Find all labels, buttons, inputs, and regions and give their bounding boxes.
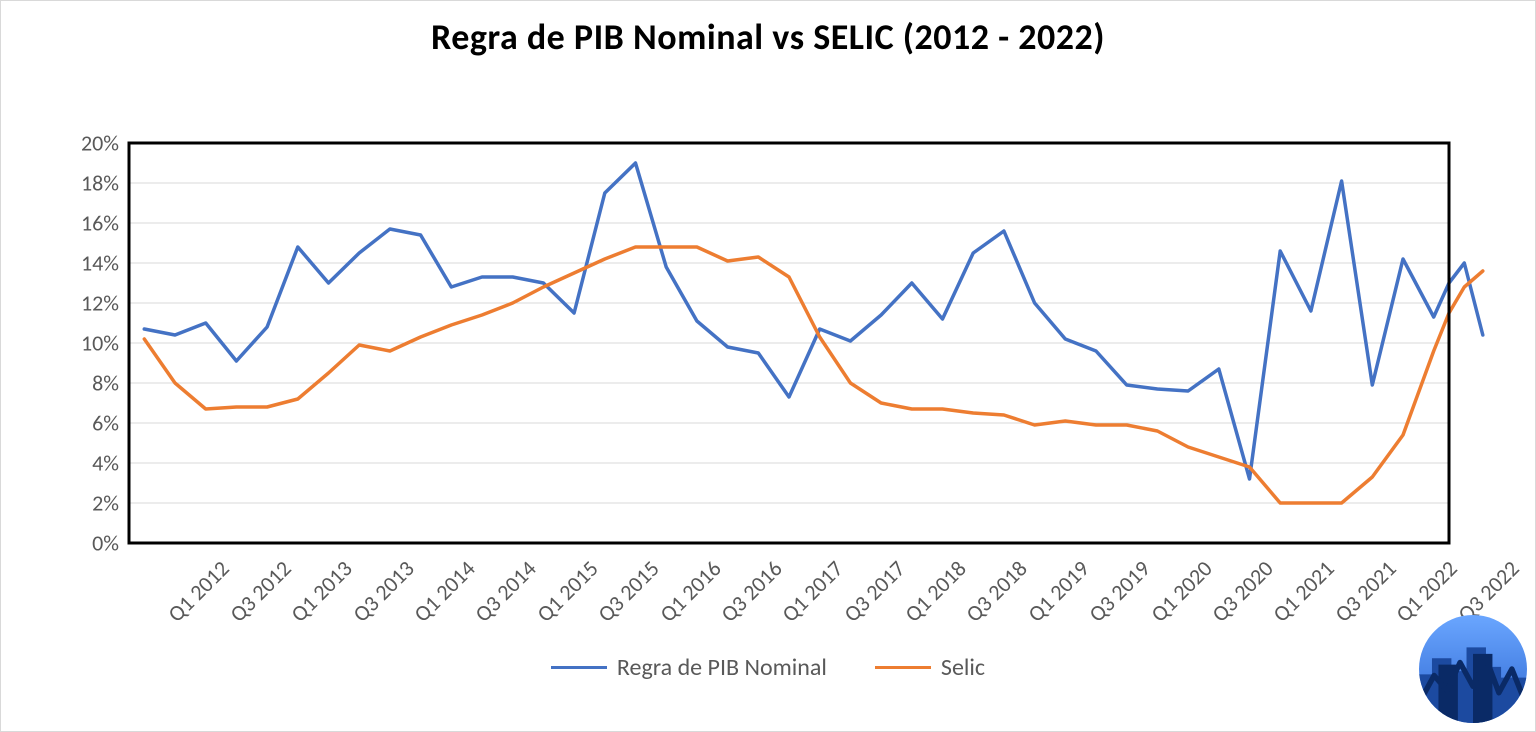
legend-item: Selic bbox=[875, 653, 985, 682]
x-tick-label: Q3 2014 bbox=[469, 555, 542, 628]
x-tick-label: Q1 2020 bbox=[1145, 555, 1218, 628]
plot-svg bbox=[11, 59, 1527, 549]
x-tick-label: Q3 2016 bbox=[715, 555, 788, 628]
x-tick-label: Q3 2020 bbox=[1206, 555, 1279, 628]
y-tick-label: 2% bbox=[13, 490, 119, 517]
x-tick-label: Q1 2019 bbox=[1022, 555, 1095, 628]
legend-label: Regra de PIB Nominal bbox=[617, 653, 827, 682]
x-axis-labels: Q1 2012Q3 2012Q1 2013Q3 2013Q1 2014Q3 20… bbox=[11, 555, 1527, 732]
x-tick-label: Q3 2021 bbox=[1329, 555, 1402, 628]
y-tick-label: 10% bbox=[13, 330, 119, 357]
y-tick-label: 20% bbox=[13, 130, 119, 157]
x-tick-label: Q1 2022 bbox=[1390, 555, 1463, 628]
legend-swatch-icon bbox=[551, 666, 607, 669]
x-tick-label: Q1 2015 bbox=[531, 555, 604, 628]
legend-swatch-icon bbox=[875, 666, 931, 669]
chart-area: 0%2%4%6%8%10%12%14%16%18%20% Q1 2012Q3 2… bbox=[11, 59, 1527, 732]
x-tick-label: Q3 2017 bbox=[838, 555, 911, 628]
x-tick-label: Q3 2015 bbox=[592, 555, 665, 628]
y-tick-label: 4% bbox=[13, 450, 119, 477]
y-tick-label: 18% bbox=[13, 170, 119, 197]
x-tick-label: Q1 2012 bbox=[162, 555, 235, 628]
x-tick-label: Q1 2013 bbox=[285, 555, 358, 628]
y-tick-label: 0% bbox=[13, 530, 119, 557]
x-tick-label: Q1 2021 bbox=[1268, 555, 1341, 628]
x-tick-label: Q3 2013 bbox=[347, 555, 420, 628]
chart-title: Regra de PIB Nominal vs SELIC (2012 - 20… bbox=[11, 15, 1525, 59]
x-tick-label: Q3 2019 bbox=[1083, 555, 1156, 628]
y-tick-label: 16% bbox=[13, 210, 119, 237]
x-tick-label: Q3 2012 bbox=[224, 555, 297, 628]
legend-item: Regra de PIB Nominal bbox=[551, 653, 827, 682]
legend: Regra de PIB Nominal Selic bbox=[1, 653, 1535, 682]
y-tick-label: 14% bbox=[13, 250, 119, 277]
brand-logo-icon bbox=[1419, 615, 1527, 723]
x-tick-label: Q3 2018 bbox=[961, 555, 1034, 628]
chart-frame: Regra de PIB Nominal vs SELIC (2012 - 20… bbox=[0, 0, 1536, 732]
legend-label: Selic bbox=[941, 653, 985, 682]
y-tick-label: 6% bbox=[13, 410, 119, 437]
y-tick-label: 8% bbox=[13, 370, 119, 397]
x-tick-label: Q1 2014 bbox=[408, 555, 481, 628]
y-tick-label: 12% bbox=[13, 290, 119, 317]
y-axis-labels: 0% 2% 4% 6% 8% 10% 12% 14% 16% 18% 20% bbox=[11, 59, 119, 563]
x-tick-label: Q1 2018 bbox=[899, 555, 972, 628]
x-tick-label: Q1 2016 bbox=[654, 555, 727, 628]
x-tick-label: Q1 2017 bbox=[776, 555, 849, 628]
